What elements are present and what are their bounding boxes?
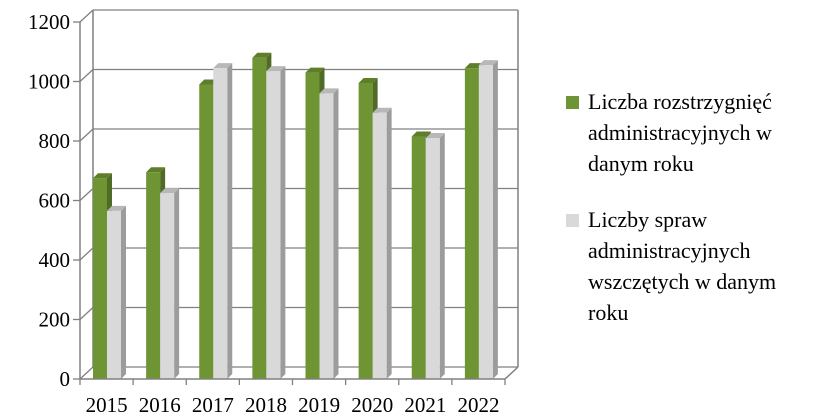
legend-label-series-2: Liczby spraw administracyjnych wszczętyc… — [588, 207, 777, 325]
bar-side — [174, 188, 180, 379]
bar — [199, 84, 214, 379]
legend-swatch-series-2 — [566, 214, 579, 227]
bar — [213, 68, 228, 380]
bar-top — [372, 107, 392, 113]
gridline-diagonal — [79, 247, 94, 261]
legend-item-series-1: Liczba rozstrzygnięć administracyjnych w… — [562, 86, 818, 179]
x-tick-label: 2022 — [457, 393, 499, 417]
legend-item-series-2: Liczby spraw administracyjnych wszczętyc… — [562, 204, 818, 328]
y-tick-label: 1000 — [28, 70, 70, 94]
bar-side — [439, 133, 445, 379]
gridlines — [73, 9, 518, 380]
bar-top — [252, 52, 272, 58]
legend-label-series-1: Liczba rozstrzygnięć administracyjnych w… — [588, 89, 772, 176]
x-tick-label: 2020 — [351, 393, 393, 417]
bar-top — [411, 131, 431, 137]
bar — [305, 72, 320, 379]
bar-top — [146, 167, 166, 173]
legend: Liczba rozstrzygnięć administracyjnych w… — [562, 86, 818, 353]
floor-right-edge — [504, 366, 519, 380]
bar — [266, 71, 281, 380]
bar-top — [107, 205, 126, 211]
bar-top — [425, 133, 445, 139]
bar — [464, 68, 479, 380]
bar-side — [386, 107, 392, 380]
bar — [478, 65, 493, 379]
bar-side — [333, 88, 339, 380]
bar — [319, 93, 334, 380]
tick-labels: 0 200 400 600 800 1000 1200 2015 2016 2017 2018 201… — [28, 10, 499, 417]
bar-top — [358, 77, 378, 83]
y-tick-label: 0 — [60, 367, 71, 391]
bar — [411, 136, 426, 379]
x-tick-label: 2021 — [404, 393, 446, 417]
chart-walls — [79, 10, 519, 379]
x-tick-label: 2019 — [298, 393, 340, 417]
gridline-diagonal — [79, 128, 94, 142]
bar-top — [93, 173, 112, 179]
y-tick-label: 200 — [39, 308, 71, 332]
x-tick-label: 2015 — [86, 393, 128, 417]
bar-side — [280, 66, 286, 380]
gridline-diagonal — [79, 188, 94, 201]
bar-side — [227, 63, 233, 380]
bar-side — [121, 205, 126, 379]
bar-top — [266, 66, 286, 72]
bar-side — [492, 60, 498, 379]
bar-top — [213, 63, 233, 69]
y-tick-label: 800 — [39, 129, 71, 153]
bar-top — [478, 60, 498, 66]
x-tick-label: 2016 — [139, 393, 181, 417]
bar — [160, 193, 175, 379]
y-tick-label: 600 — [39, 189, 71, 213]
bar — [372, 112, 387, 380]
bar — [107, 210, 121, 379]
bar — [252, 57, 267, 379]
bar — [93, 178, 107, 379]
bar — [358, 82, 373, 380]
bars — [93, 52, 498, 380]
legend-swatch-series-1 — [566, 96, 579, 109]
bar — [146, 172, 161, 379]
x-tick-label: 2017 — [192, 393, 234, 417]
axes — [79, 366, 519, 385]
gridline-diagonal — [79, 9, 94, 23]
bar — [425, 138, 440, 379]
bar-top — [305, 67, 325, 73]
bar-top — [160, 188, 180, 194]
x-tick-label: 2018 — [245, 393, 287, 417]
gridline-diagonal — [79, 366, 94, 380]
gridline-diagonal — [79, 69, 94, 82]
bar-top — [319, 88, 339, 94]
y-tick-label: 1200 — [28, 10, 70, 34]
y-tick-label: 400 — [39, 248, 71, 272]
gridline-diagonal — [79, 307, 94, 320]
